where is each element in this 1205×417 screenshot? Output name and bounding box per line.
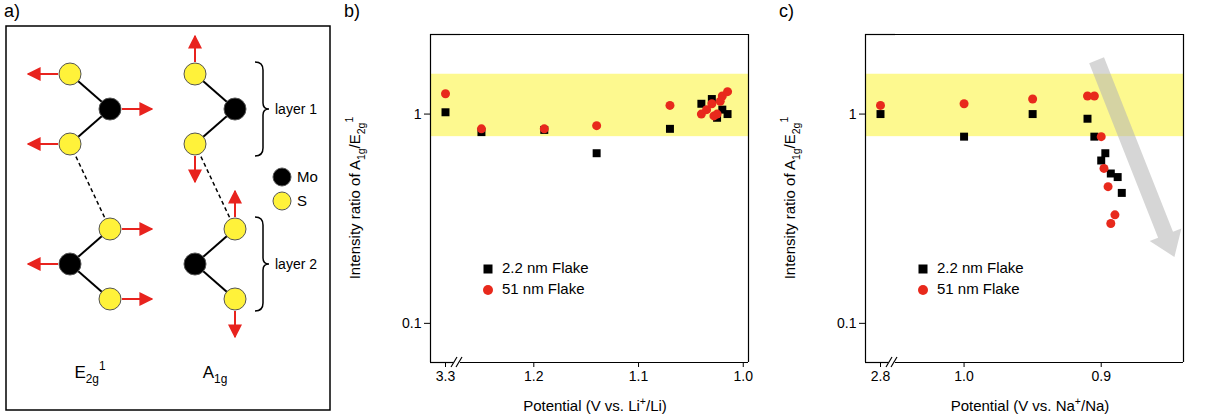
svg-text:0.1: 0.1 [837, 315, 857, 331]
svg-text:S: S [297, 192, 307, 209]
html-text:Potential (V vs. Li+/Li): Potential (V vs. Li+/Li) [523, 395, 667, 414]
svg-text:3.3: 3.3 [436, 368, 456, 384]
svg-text:layer 2: layer 2 [275, 256, 317, 272]
html-text:2.2 nm Flake: 2.2 nm Flake [502, 259, 589, 276]
svg-text:1.1: 1.1 [629, 368, 649, 384]
svg-text:A1g: A1g [203, 363, 228, 386]
svg-text:2.8: 2.8 [871, 368, 891, 384]
svg-text:1: 1 [414, 106, 422, 122]
svg-text:0.1: 0.1 [402, 315, 422, 331]
svg-text:0.9: 0.9 [1091, 368, 1111, 384]
html-text:c): c) [779, 1, 794, 21]
html-text:b): b) [344, 1, 360, 21]
html-text:51 nm Flake: 51 nm Flake [937, 280, 1020, 297]
svg-text:1: 1 [849, 106, 857, 122]
html-text:2.2 nm Flake: 2.2 nm Flake [937, 259, 1024, 276]
svg-text:1.0: 1.0 [734, 368, 754, 384]
svg-text:1.0: 1.0 [954, 368, 974, 384]
svg-text:Intensity ratio of A1g/E2g1: Intensity ratio of A1g/E2g1 [778, 117, 801, 280]
html-text:Potential (V vs. Na+/Na): Potential (V vs. Na+/Na) [950, 395, 1110, 414]
html-text:a): a) [4, 1, 20, 21]
svg-text:Intensity ratio of A1g/E2g1: Intensity ratio of A1g/E2g1 [343, 117, 366, 280]
svg-text:Mo: Mo [297, 168, 318, 185]
svg-text:E2g1: E2g1 [74, 359, 106, 386]
svg-text:layer 1: layer 1 [275, 101, 317, 117]
html-text:51 nm Flake: 51 nm Flake [502, 280, 585, 297]
svg-text:1.2: 1.2 [524, 368, 544, 384]
